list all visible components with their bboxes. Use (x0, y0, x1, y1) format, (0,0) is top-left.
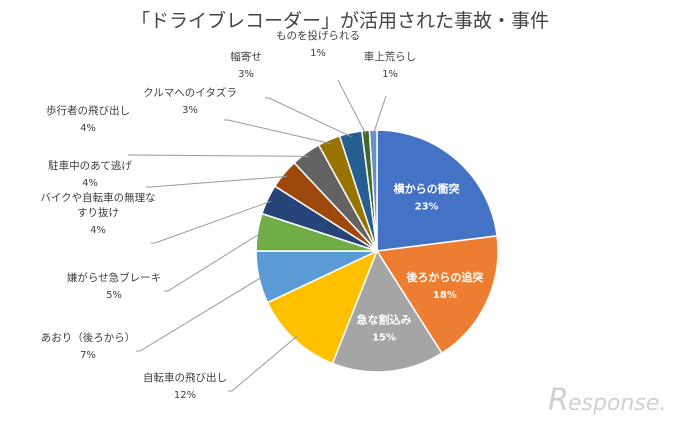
pie-slice (331, 249, 443, 373)
slice-value-label: 23% (415, 202, 439, 213)
slice-label: 急な割込み (357, 313, 412, 327)
leader-line (265, 97, 352, 138)
leader-line (136, 276, 264, 352)
chart-title: 「ドライブレコーダー」が活用された事故・事件 (131, 9, 549, 32)
watermark-mark: R (548, 383, 569, 418)
slice-value-label: 7% (80, 350, 96, 361)
slice-value-label: 1% (310, 48, 326, 59)
leader-line (224, 119, 331, 145)
slice-label: 後ろからの追突 (406, 270, 483, 284)
pie-slice (376, 129, 498, 252)
slice-label: 嫌がらせ急ブレーキ (67, 271, 161, 284)
watermark: R esponse. (548, 383, 666, 418)
slice-value-label: 4% (80, 123, 96, 134)
slice-value-label: 15% (372, 333, 396, 344)
slice-label: ものを投げられる (276, 29, 360, 42)
slice-label: クルマへのイタズラ (143, 86, 237, 99)
pie-slice (375, 234, 499, 355)
slice-value-label: 5% (106, 290, 122, 301)
slice-label: 自転車の飛び出し (143, 371, 227, 384)
slice-value-label: 4% (90, 225, 106, 236)
leader-line (151, 200, 272, 244)
slice-value-label: 1% (382, 69, 398, 80)
slice-value-label: 3% (238, 69, 254, 80)
slice-value-label: 18% (433, 290, 457, 301)
leader-line (228, 335, 298, 392)
slice-label: バイクや自転車の無理な (40, 191, 155, 204)
leader-line (146, 175, 287, 188)
slice-label: 歩行者の飛び出し (46, 104, 130, 117)
slice-label: 横からの衝突 (394, 182, 460, 196)
slice-label: 幅寄せ (230, 50, 262, 63)
slice-value-label: 12% (174, 390, 196, 401)
pie-slice (368, 129, 378, 252)
leader-line (164, 232, 262, 292)
slice-value-label: 4% (82, 178, 98, 189)
watermark-text: esponse. (568, 391, 666, 416)
leader-line (128, 154, 309, 157)
slice-label: すり抜け (77, 206, 119, 219)
leader-line (337, 79, 367, 135)
slice-label: 駐車中のあて逃げ (48, 159, 132, 172)
leader-line (372, 95, 387, 135)
slice-label: 車上荒らし (364, 50, 417, 63)
slice-value-label: 3% (182, 105, 198, 116)
slice-label: あおり（後ろから） (41, 331, 136, 344)
